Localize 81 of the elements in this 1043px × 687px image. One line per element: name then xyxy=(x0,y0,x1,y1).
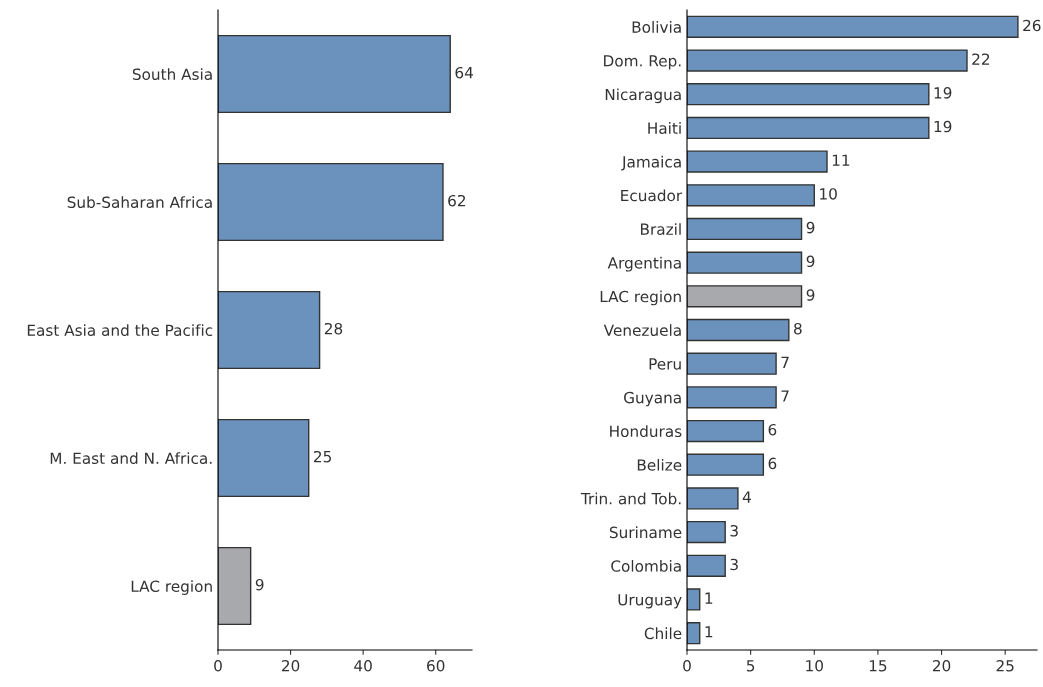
bar xyxy=(687,554,726,577)
bar xyxy=(687,386,777,409)
data-label: 1 xyxy=(705,626,713,638)
bar xyxy=(687,318,790,342)
y-tick-label: Sub-Saharan Africa xyxy=(67,196,212,209)
data-label: 8 xyxy=(794,322,802,335)
y-tick-label: Argentina xyxy=(607,256,681,272)
y-tick-label: Ecuador xyxy=(621,189,683,202)
y-tick-label: Peru xyxy=(649,358,681,370)
y-tick-label: Honduras xyxy=(610,425,682,438)
bar xyxy=(687,352,777,375)
bar xyxy=(218,162,444,242)
y-tick-label: South Asia xyxy=(132,68,212,81)
y-tick-label: Guyana xyxy=(624,391,681,407)
data-label: 6 xyxy=(768,423,777,436)
x-tick-label: 0 xyxy=(683,659,691,672)
data-label: 6 xyxy=(768,457,777,470)
x-tick-label: 0 xyxy=(214,659,222,672)
bar xyxy=(687,251,803,274)
bar xyxy=(687,184,815,207)
x-tick-label: 40 xyxy=(354,659,372,672)
y-tick-label: LAC region xyxy=(600,290,681,306)
y-tick-label: Chile xyxy=(644,627,682,640)
y-tick-label: M. East and N. Africa. xyxy=(50,452,212,465)
bar xyxy=(687,150,828,173)
y-tick-label: Nicaragua xyxy=(605,88,681,104)
x-tick-label: 5 xyxy=(746,660,755,672)
bar xyxy=(687,520,726,544)
x-tick-label: 20 xyxy=(932,659,951,672)
y-tick-label: Uruguay xyxy=(618,594,682,609)
data-label: 19 xyxy=(934,87,952,99)
x-tick-label: 60 xyxy=(427,659,445,672)
data-label: 4 xyxy=(742,491,751,503)
data-label: 19 xyxy=(934,120,952,133)
data-label: 7 xyxy=(781,390,789,402)
y-tick-label: East Asia and the Pacific xyxy=(27,324,213,337)
data-label: 10 xyxy=(820,188,837,200)
data-label: 9 xyxy=(806,221,815,234)
y-tick-label: Bolivia xyxy=(632,21,681,33)
x-tick-label: 10 xyxy=(806,659,823,672)
y-tick-label: Haiti xyxy=(648,122,681,134)
data-label: 62 xyxy=(448,194,466,207)
x-tick-label: 25 xyxy=(996,659,1014,672)
data-label: 9 xyxy=(255,578,264,591)
y-tick-label: Jamaica xyxy=(621,155,681,171)
data-label: 3 xyxy=(730,524,738,537)
data-label: 26 xyxy=(1023,19,1041,32)
bar xyxy=(687,49,968,72)
bar xyxy=(687,15,1019,38)
y-tick-label: Colombia xyxy=(611,559,681,572)
bar xyxy=(687,487,739,510)
data-label: 9 xyxy=(806,289,815,301)
data-label: 25 xyxy=(314,450,331,463)
data-label: 11 xyxy=(832,154,850,166)
data-label: 3 xyxy=(730,558,738,571)
bar xyxy=(687,419,765,443)
y-tick-label: Brazil xyxy=(641,223,681,235)
x-tick-label: 15 xyxy=(869,660,887,672)
bar xyxy=(687,588,701,611)
data-label: 9 xyxy=(806,255,815,268)
y-tick-label: Suriname xyxy=(609,526,682,539)
data-label: 1 xyxy=(705,592,713,604)
bar xyxy=(218,546,252,626)
bar xyxy=(218,34,451,114)
data-label: 7 xyxy=(781,356,789,368)
bar xyxy=(218,290,321,370)
bar xyxy=(687,285,803,308)
bar xyxy=(687,453,765,476)
y-tick-label: Dom. Rep. xyxy=(604,55,681,70)
data-label: 22 xyxy=(972,53,990,65)
y-tick-label: Venezuela xyxy=(603,324,681,337)
x-tick-label: 20 xyxy=(281,659,300,672)
bar xyxy=(687,83,930,106)
bar xyxy=(218,418,310,498)
bar xyxy=(687,217,803,241)
y-tick-label: Trin. and Tob. xyxy=(580,492,681,505)
y-tick-label: Belize xyxy=(637,458,682,471)
data-label: 28 xyxy=(324,322,343,335)
bar xyxy=(687,116,930,140)
y-tick-label: LAC region xyxy=(131,580,212,595)
data-label: 64 xyxy=(455,66,473,79)
